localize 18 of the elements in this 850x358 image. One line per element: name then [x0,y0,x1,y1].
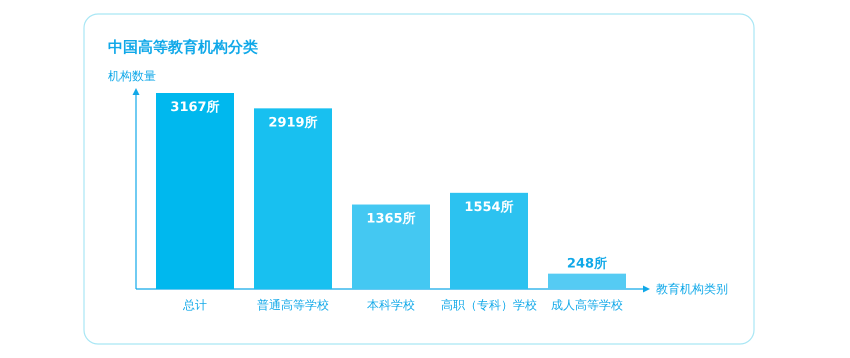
x-tick-label: 高职（专科）学校 [441,298,537,312]
y-axis-title: 机构数量 [108,69,156,83]
bar [352,204,430,289]
bar [156,93,234,289]
x-tick-label: 普通高等学校 [257,298,329,312]
x-axis-title: 教育机构类别 [656,282,728,296]
x-tick-label: 总计 [182,298,207,312]
chart-title: 中国高等教育机构分类 [108,38,258,56]
data-label: 1554所 [464,198,514,215]
bar [254,108,332,289]
x-tick-label: 成人高等学校 [551,298,623,312]
data-label: 2919所 [268,114,318,130]
data-label: 1365所 [366,210,416,227]
data-label: 248所 [566,256,608,272]
data-label: 3167所 [170,99,220,115]
x-tick-label: 本科学校 [367,298,415,312]
bar [450,192,528,289]
bar [548,274,626,289]
